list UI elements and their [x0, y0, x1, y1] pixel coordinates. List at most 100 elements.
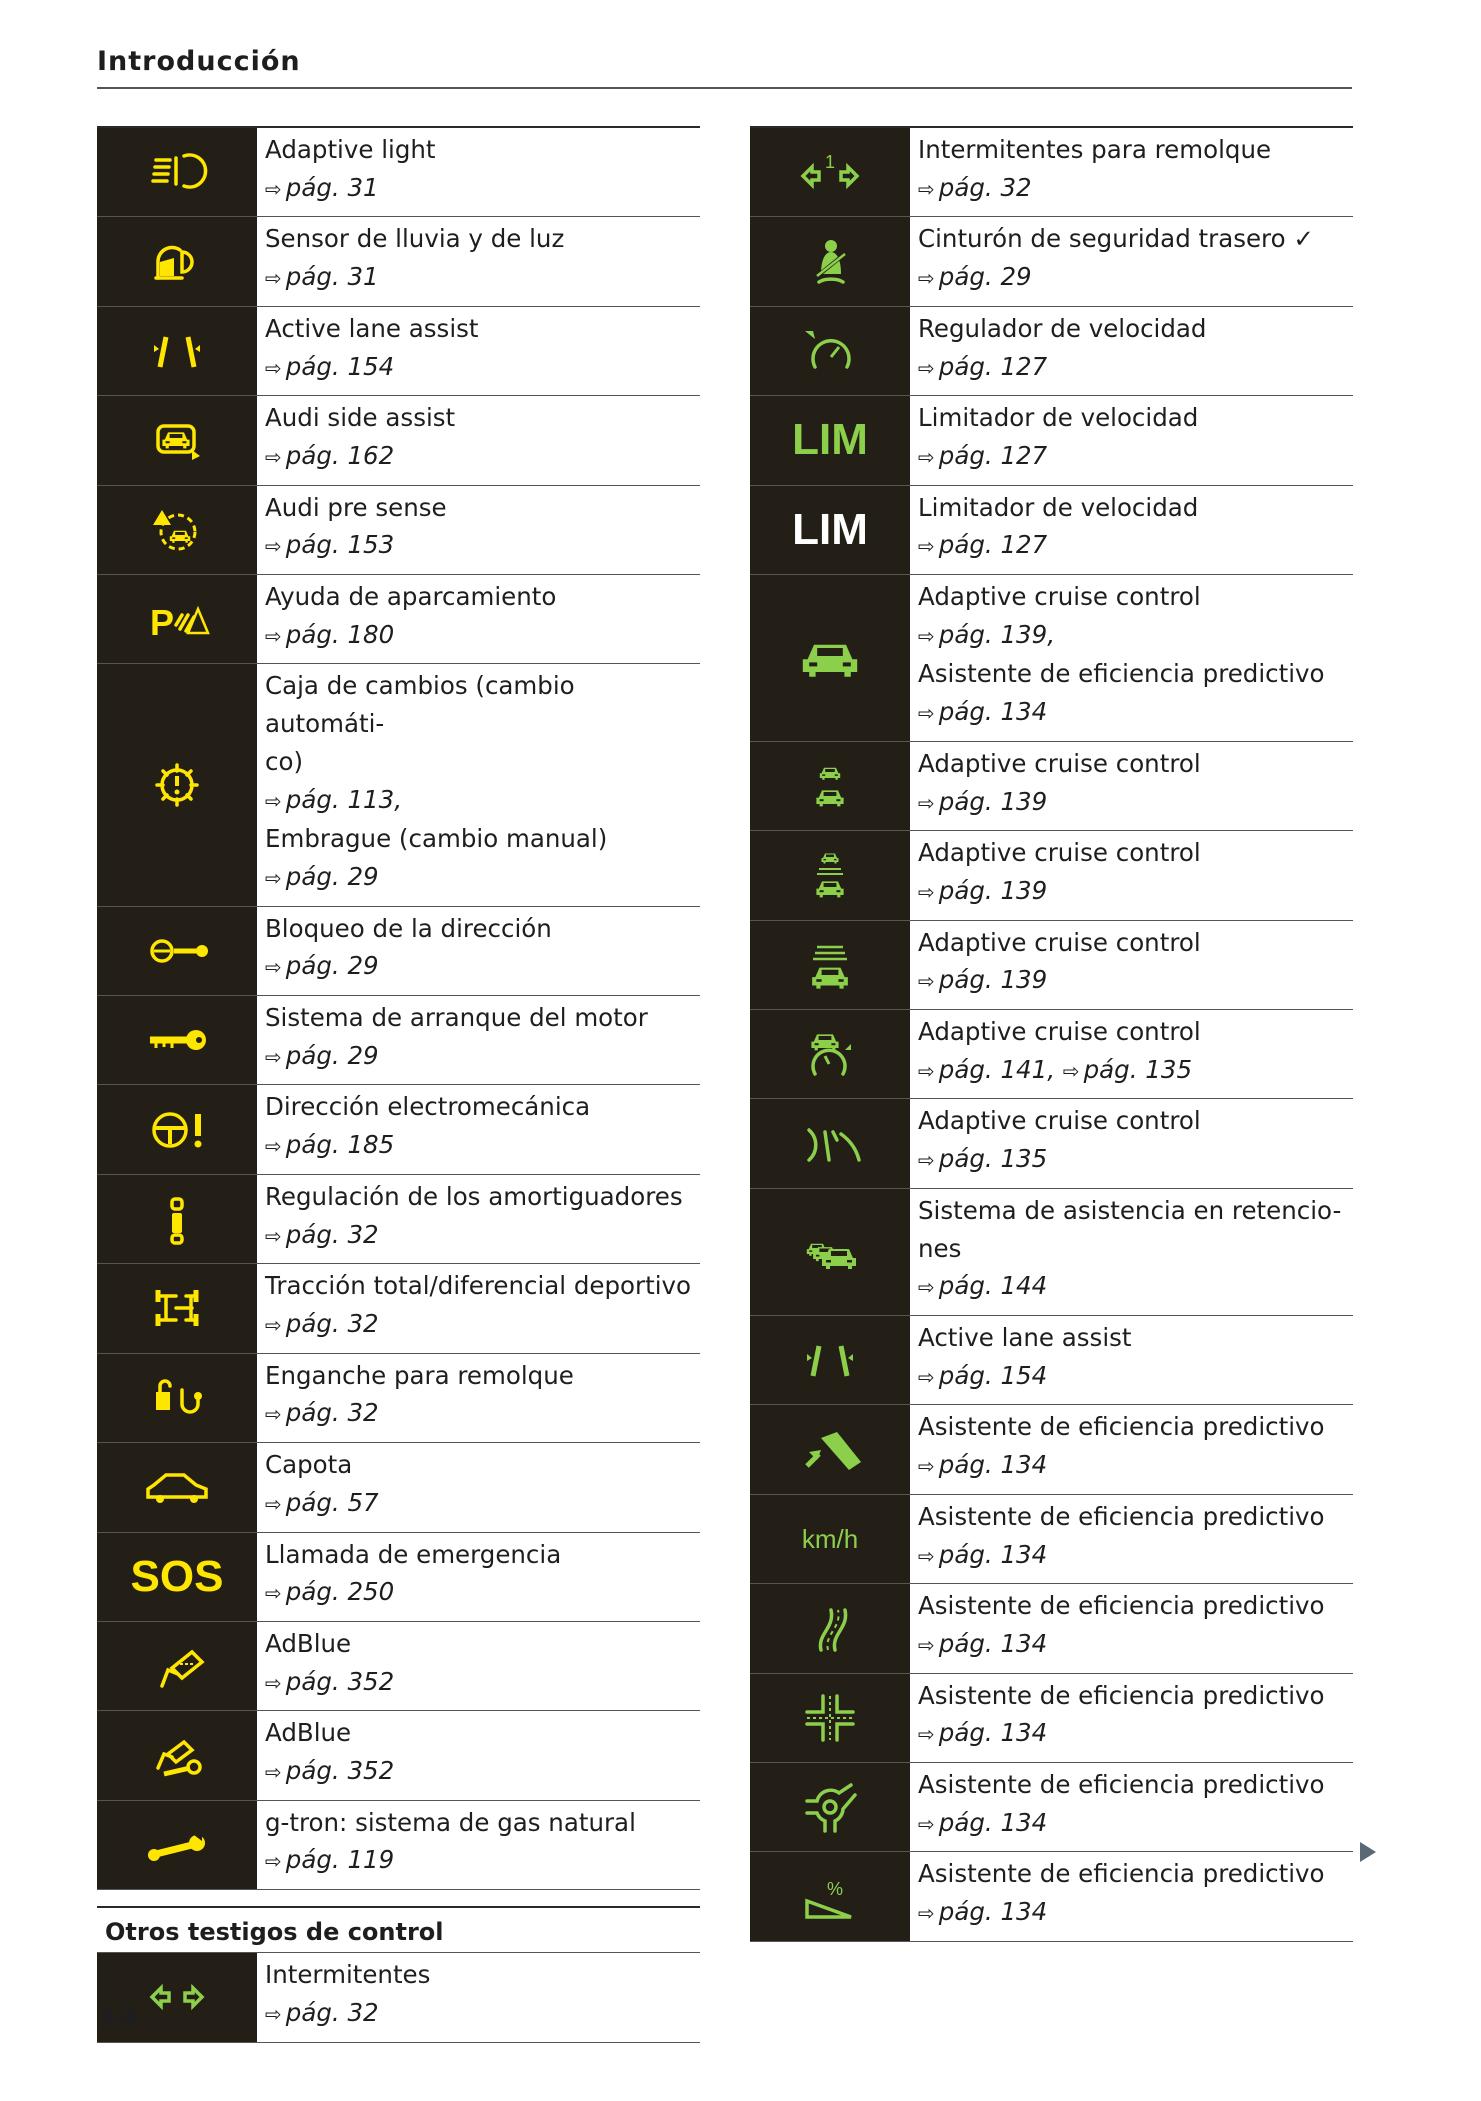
page-reference-line: ⇨ pág. 32 [265, 1216, 683, 1256]
description-text: Asistente de eficiencia predictivo [918, 1680, 1325, 1710]
page-reference-link[interactable]: pág. 250 [285, 1577, 395, 1607]
page-reference-link[interactable]: pág. 153 [285, 530, 395, 560]
page-reference-line: ⇨ pág. 139, [918, 616, 1325, 656]
arrow-right-icon: ⇨ [918, 879, 935, 904]
page-reference-link[interactable]: pág. 29 [285, 861, 379, 891]
page-reference-line: ⇨ pág. 352 [265, 1752, 394, 1792]
page-reference-line: ⇨ pág. 134 [918, 693, 1325, 733]
arrow-right-icon: ⇨ [265, 865, 282, 890]
page-reference-link[interactable]: pág. 134 [938, 1897, 1048, 1927]
description-text: nes [918, 1233, 962, 1263]
page-reference-link[interactable]: pág. 32 [938, 172, 1032, 202]
page-reference-line: ⇨ pág. 31 [265, 258, 564, 298]
arrow-right-icon: ⇨ [918, 701, 935, 726]
description-text: Regulador de velocidad [918, 313, 1207, 343]
table-row: P Ayuda de aparcamiento ⇨ pág. 180 [97, 575, 700, 665]
page-reference-link[interactable]: pág. 141, [938, 1054, 1056, 1084]
description-text: Asistente de eficiencia predictivo [918, 1412, 1325, 1442]
kmh-icon: km/h [750, 1494, 910, 1584]
page-reference-link[interactable]: pág. 32 [285, 1398, 379, 1428]
table-row: Active lane assist ⇨ pág. 154 [97, 306, 700, 397]
page-reference-link[interactable]: pág. 134 [938, 1450, 1048, 1480]
page-reference-link[interactable]: pág. 31 [285, 262, 379, 292]
table-row: Asistente de eficiencia predictivo ⇨ pág. … [750, 1763, 1353, 1853]
page-reference-link[interactable]: pág. 134 [938, 697, 1048, 727]
page-reference-line: ⇨ pág. 119 [265, 1841, 636, 1881]
page-reference-line: ⇨ pág. 127 [918, 437, 1198, 477]
adaptive-light-icon [97, 128, 257, 217]
table-row: Caja de cambios (cambio automáti-co) ⇨ pág… [97, 664, 700, 907]
page-reference-line: ⇨ pág. 134 [918, 1536, 1325, 1576]
page-reference-link[interactable]: pág. 31 [285, 172, 379, 202]
page-reference-link[interactable]: pág. 127 [938, 440, 1048, 470]
page-reference-link[interactable]: pág. 32 [285, 1308, 379, 1338]
arrow-right-icon: ⇨ [918, 1543, 935, 1568]
arrow-right-icon: ⇨ [265, 1402, 282, 1427]
description-text: Active lane assist [265, 313, 479, 343]
description-text: Adaptive cruise control [918, 582, 1201, 612]
page-reference-link[interactable]: pág. 162 [285, 440, 395, 470]
page-reference-link[interactable]: pág. 127 [938, 351, 1048, 381]
page-reference-link[interactable]: pág. 134 [938, 1628, 1048, 1658]
page-reference-line: ⇨ pág. 29 [918, 258, 1314, 298]
page-reference-link[interactable]: pág. 352 [285, 1666, 395, 1696]
arrow-right-icon: ⇨ [265, 355, 282, 380]
page-reference-link[interactable]: pág. 139 [938, 786, 1048, 816]
row-description: Ayuda de aparcamiento ⇨ pág. 180 [257, 575, 564, 663]
page-reference-link[interactable]: pág. 32 [285, 1997, 379, 2027]
page-reference-link[interactable]: pág. 134 [938, 1807, 1048, 1837]
roundabout-icon [750, 1763, 910, 1852]
page-reference-link[interactable]: pág. 139 [938, 875, 1048, 905]
table-row: LIM Limitador de velocidad ⇨ pág. 127 [750, 396, 1353, 486]
description-text: Intermitentes [265, 1960, 431, 1990]
table-row: Adaptive cruise control ⇨ pág. 135 [750, 1099, 1353, 1189]
page-reference-link[interactable]: pág. 134 [938, 1539, 1048, 1569]
arrow-right-icon: ⇨ [1062, 1058, 1080, 1083]
page-reference-link[interactable]: pág. 135 [938, 1144, 1048, 1174]
arrow-right-icon: ⇨ [918, 1722, 935, 1747]
page-reference-link[interactable]: pág. 29 [285, 1040, 379, 1070]
page-reference-link[interactable]: pág. 144 [938, 1271, 1048, 1301]
row-description: Limitador de velocidad ⇨ pág. 127 [910, 396, 1206, 484]
page-reference-link[interactable]: pág. 135 [1083, 1054, 1193, 1084]
page-reference-line: ⇨ pág. 153 [265, 526, 447, 566]
page-reference-link[interactable]: pág. 127 [938, 530, 1048, 560]
traffic-jam-assist-icon [750, 1188, 910, 1315]
page-reference-link[interactable]: pág. 352 [285, 1756, 395, 1786]
page-reference-link[interactable]: pág. 180 [285, 619, 395, 649]
page-reference-link[interactable]: pág. 154 [938, 1360, 1048, 1390]
row-description: Asistente de eficiencia predictivo ⇨ pág. … [910, 1674, 1333, 1762]
page-reference-link[interactable]: pág. 57 [285, 1487, 379, 1517]
acc-distance-2-icon [750, 831, 910, 920]
table-row: Sistema de arranque del motor ⇨ pág. 29 [97, 996, 700, 1086]
row-description: Sistema de arranque del motor ⇨ pág. 29 [257, 996, 656, 1084]
table-row: g-tron: sistema de gas natural ⇨ pág. 119 [97, 1800, 700, 1891]
page-reference-link[interactable]: pág. 139 [938, 965, 1048, 995]
page-reference-link[interactable]: pág. 29 [938, 262, 1032, 292]
row-description: Audi pre sense ⇨ pág. 153 [257, 486, 455, 574]
page-reference-line: ⇨ pág. 135 [918, 1140, 1201, 1180]
foot-pedal-icon [750, 1405, 910, 1494]
page-reference-link[interactable]: pág. 32 [285, 1219, 379, 1249]
arrow-right-icon: ⇨ [918, 1901, 935, 1926]
gradient-icon: % [750, 1852, 910, 1941]
side-assist-icon [97, 396, 257, 485]
page-reference-link[interactable]: pág. 113, [285, 784, 403, 814]
section-heading: Otros testigos de control [97, 1906, 700, 1954]
adblue-wrench-icon [97, 1711, 257, 1800]
page-reference-link[interactable]: pág. 134 [938, 1718, 1048, 1748]
page-reference-line: ⇨ pág. 180 [265, 616, 556, 656]
page-reference-link[interactable]: pág. 119 [285, 1845, 395, 1875]
page-reference-link[interactable]: pág. 185 [285, 1130, 395, 1160]
page-reference-link[interactable]: pág. 154 [285, 351, 395, 381]
table-row: Adaptive cruise control ⇨ pág. 139 [750, 920, 1353, 1011]
row-description: Regulación de los amortiguadores ⇨ pág. 32 [257, 1175, 691, 1263]
sos-icon: SOS [97, 1532, 257, 1621]
row-description: Asistente de eficiencia predictivo ⇨ pág. … [910, 1405, 1333, 1493]
page-reference-line: ⇨ pág. 29 [265, 947, 552, 987]
page-reference-link[interactable]: pág. 139, [938, 619, 1056, 649]
page-reference-line: ⇨ pág. 32 [265, 1305, 691, 1345]
description-text: Asistente de eficiencia predictivo [918, 1501, 1325, 1531]
page-reference-link[interactable]: pág. 29 [285, 951, 379, 981]
acc-speedometer-icon [750, 1010, 910, 1099]
